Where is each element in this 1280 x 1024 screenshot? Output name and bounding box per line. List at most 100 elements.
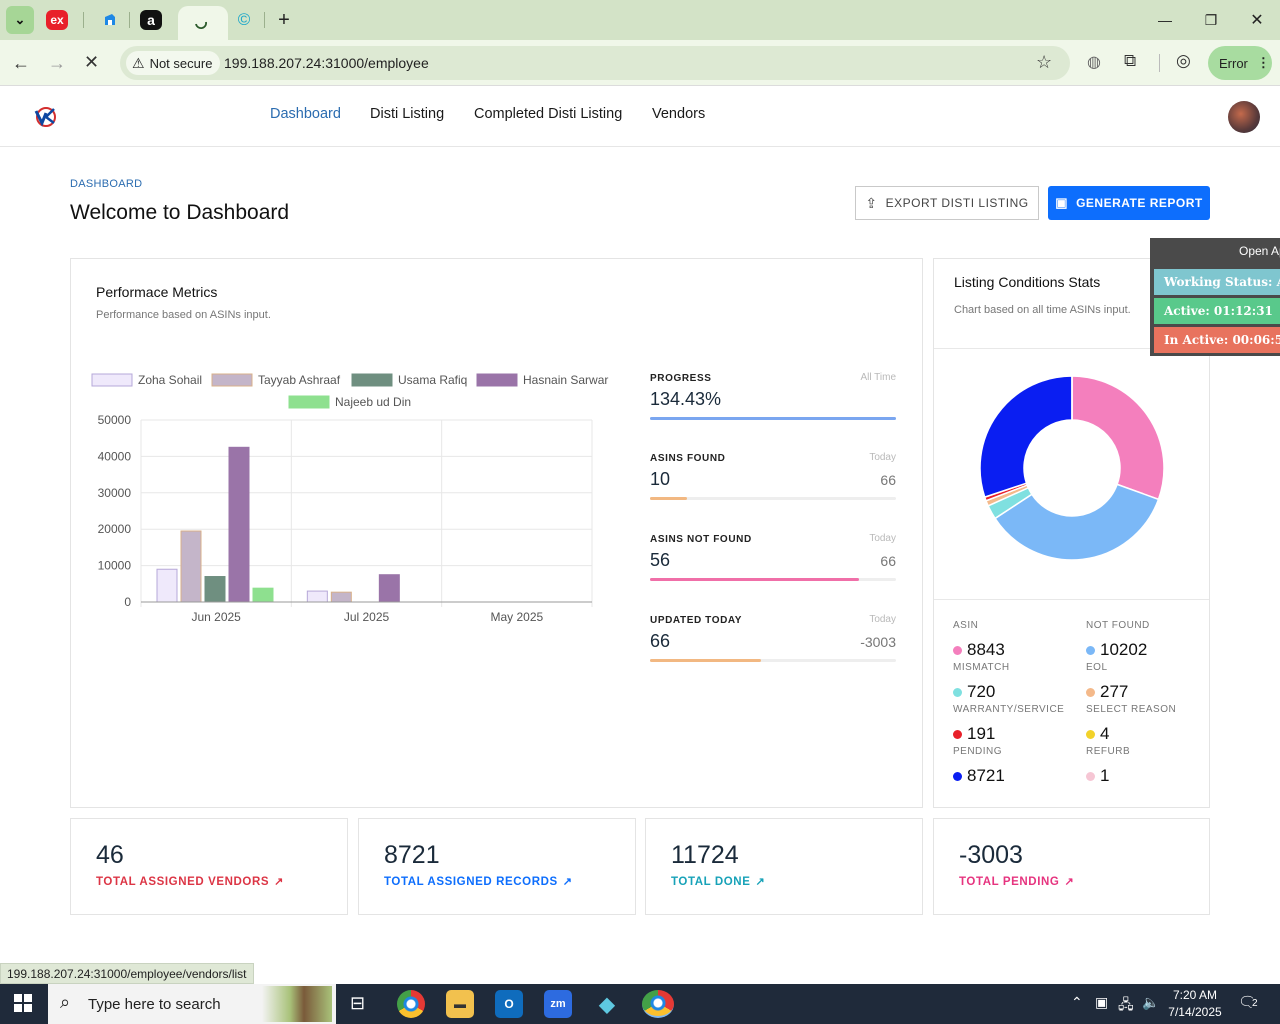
kpi-label: TOTAL DONE — [671, 875, 751, 888]
error-profile-button[interactable]: Error ⋮ — [1208, 46, 1272, 80]
kpi-link[interactable]: TOTAL DONE ↗ — [671, 875, 765, 889]
address-bar[interactable]: ⚠ Not secure 199.188.207.24:31000/employ… — [120, 46, 1070, 80]
minimize-button[interactable]: — — [1150, 8, 1180, 32]
bar[interactable] — [180, 530, 202, 603]
export-disti-listing-button[interactable]: ⇪ EXPORT DISTI LISTING — [855, 186, 1039, 220]
metric-progress-track — [650, 578, 896, 581]
tab-ex[interactable]: ex — [46, 10, 68, 30]
bar[interactable] — [378, 574, 400, 603]
zoom-icon[interactable]: zm — [544, 990, 572, 1018]
donut-slice[interactable] — [979, 375, 1073, 499]
task-view-icon[interactable]: ⊟ — [350, 993, 366, 1013]
new-tab-button[interactable]: + — [270, 6, 298, 34]
file-explorer-icon[interactable]: ▬ — [446, 990, 474, 1018]
y-tick-label: 20000 — [98, 522, 132, 536]
notification-center-button[interactable]: 🗨 2 — [1238, 993, 1260, 1011]
chevron-down-icon: ⌄ — [14, 12, 26, 27]
legend-label[interactable]: Najeeb ud Din — [335, 395, 411, 409]
tab-amazon[interactable]: a — [140, 10, 162, 30]
volume-icon[interactable]: 🔈 — [1142, 994, 1160, 1010]
security-indicator[interactable]: ⚠ Not secure — [126, 51, 221, 75]
legend-swatch[interactable] — [476, 373, 518, 387]
legend-swatch[interactable] — [288, 395, 330, 409]
metric-label: UPDATED TODAY — [650, 615, 743, 626]
kpi-card: 8721 TOTAL ASSIGNED RECORDS ↗ — [358, 818, 636, 915]
listing-subtitle: Chart based on all time ASINs input. — [954, 304, 1131, 316]
kpi-link[interactable]: TOTAL PENDING ↗ — [959, 875, 1074, 889]
stat-value: 1 — [1086, 766, 1109, 786]
legend-swatch[interactable] — [91, 373, 133, 387]
metric-progress-fill — [650, 497, 687, 500]
kpi-card: 11724 TOTAL DONE ↗ — [645, 818, 923, 915]
taskbar-clock[interactable]: 7:20 AM 7/14/2025 — [1165, 987, 1225, 1021]
donut-slice[interactable] — [1071, 375, 1165, 501]
legend-dot — [1086, 687, 1095, 697]
bar[interactable] — [156, 568, 178, 603]
ex-icon: ex — [50, 13, 64, 27]
windows-start-button[interactable] — [14, 994, 32, 1017]
tab-search-button[interactable]: ⌄ — [6, 6, 34, 34]
legend-dot — [953, 687, 962, 697]
legend-dot — [953, 645, 962, 655]
kpi-link[interactable]: TOTAL ASSIGNED VENDORS ↗ — [96, 875, 284, 889]
legend-label[interactable]: Hasnain Sarwar — [523, 373, 608, 387]
stop-loading-button[interactable]: ✕ — [84, 52, 99, 73]
avatar[interactable] — [1228, 101, 1260, 133]
kpi-link[interactable]: TOTAL ASSIGNED RECORDS ↗ — [384, 875, 573, 889]
bookmark-star-icon[interactable]: ☆ — [1036, 52, 1053, 72]
taskbar-search-box[interactable]: ⌕ Type here to search — [48, 984, 336, 1024]
metric-period: Today — [869, 614, 896, 625]
chrome-active-taskbar-icon[interactable] — [642, 990, 674, 1018]
open-app-button[interactable]: Open Ap — [1239, 244, 1280, 258]
company-logo-icon[interactable] — [32, 105, 60, 129]
nav-completed-disti-listing[interactable]: Completed Disti Listing — [474, 106, 623, 122]
bar[interactable] — [252, 587, 274, 603]
export-button-label: EXPORT DISTI LISTING — [885, 196, 1029, 210]
main-content: DASHBOARD Welcome to Dashboard ⇪ EXPORT … — [0, 148, 1280, 984]
globe-icon[interactable]: ◍ — [1087, 54, 1101, 71]
diamond-app-icon[interactable]: ◆ — [593, 990, 621, 1018]
nav-dashboard[interactable]: Dashboard — [270, 106, 341, 122]
bar[interactable] — [228, 446, 250, 603]
close-window-button[interactable]: ✕ — [1242, 8, 1272, 32]
stat-value: 8721 — [953, 766, 1005, 786]
minimize-icon: — — [1158, 12, 1172, 28]
tab-active-loading[interactable] — [178, 6, 228, 40]
working-status-label: Working Status: Acti — [1154, 269, 1280, 295]
bar[interactable] — [204, 576, 226, 603]
legend-swatch[interactable] — [351, 373, 393, 387]
legend-label[interactable]: Tayyab Ashraaf — [258, 373, 341, 387]
restore-button[interactable]: ❐ — [1196, 8, 1226, 32]
legend-swatch[interactable] — [211, 373, 253, 387]
profile-icon[interactable]: ◎ — [1176, 51, 1191, 70]
metric-progress-fill — [650, 578, 860, 581]
network-icon[interactable]: 🖧 — [1118, 996, 1134, 1012]
outlook-icon[interactable]: O — [495, 990, 523, 1018]
legend-label[interactable]: Usama Rafiq — [398, 373, 467, 387]
tab-c-app[interactable]: © — [230, 6, 258, 34]
tab-blue-app[interactable] — [96, 6, 124, 34]
tray-app-icon[interactable]: ▣ — [1095, 994, 1109, 1010]
stat-label: EOL — [1086, 662, 1108, 673]
not-secure-label: Not secure — [149, 55, 213, 71]
breadcrumb[interactable]: DASHBOARD — [70, 178, 143, 190]
forward-button[interactable]: → — [48, 53, 66, 74]
extensions-puzzle-icon[interactable]: ⧉ — [1124, 51, 1137, 70]
back-button[interactable]: ← — [12, 53, 30, 74]
chevron-up-icon[interactable]: ⌃ — [1071, 994, 1083, 1010]
donut-slice[interactable] — [994, 483, 1160, 561]
nav-disti-listing[interactable]: Disti Listing — [370, 106, 445, 122]
generate-report-button[interactable]: ▣ GENERATE REPORT — [1048, 186, 1210, 220]
chrome-taskbar-icon[interactable] — [397, 990, 425, 1018]
kpi-value: 11724 — [671, 841, 739, 869]
metric-progress-fill — [650, 659, 761, 662]
close-icon: ✕ — [84, 52, 100, 72]
bar[interactable] — [306, 590, 328, 603]
blue-logo-icon — [105, 14, 115, 25]
legend-label[interactable]: Zoha Sohail — [138, 373, 202, 387]
metric-value: 66 — [650, 631, 671, 651]
metric-target: 66 — [880, 553, 896, 569]
nav-vendors[interactable]: Vendors — [652, 106, 706, 122]
url-text[interactable]: 199.188.207.24:31000/employee — [224, 55, 429, 71]
bar[interactable] — [330, 591, 352, 603]
